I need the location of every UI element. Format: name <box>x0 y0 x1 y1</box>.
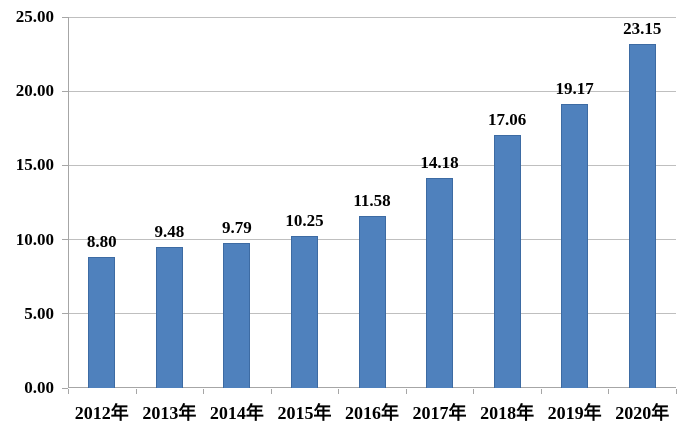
bar <box>358 216 386 388</box>
y-axis-label: 15.00 <box>15 155 54 175</box>
x-axis-label: 2014年 <box>209 403 264 423</box>
y-axis-label: 0.00 <box>24 378 54 397</box>
y-axis-tick <box>62 387 68 389</box>
bar <box>290 235 318 388</box>
bar <box>426 177 454 388</box>
y-axis-tick <box>62 164 68 166</box>
y-axis-label: 25.00 <box>15 7 54 26</box>
x-axis-label: 2020年 <box>615 403 670 423</box>
x-axis-label: 2018年 <box>480 403 535 423</box>
x-axis-tick <box>68 389 69 394</box>
x-axis-tick <box>405 389 407 394</box>
bar <box>628 44 656 388</box>
bar <box>493 134 521 388</box>
x-axis-tick <box>270 389 272 394</box>
bar-value-label: 9.79 <box>222 217 252 237</box>
bar <box>88 257 116 388</box>
bar <box>561 103 589 388</box>
bar-value-label: 8.80 <box>86 232 117 252</box>
x-axis-tick <box>338 389 340 394</box>
x-axis-tick <box>135 389 137 394</box>
x-axis-label: 2016年 <box>345 403 399 423</box>
x-axis-label: 2013年 <box>142 403 197 423</box>
x-axis-tick <box>608 389 610 394</box>
bar-value-label: 11.58 <box>353 191 391 211</box>
gridline <box>69 16 676 18</box>
y-axis-tick <box>62 239 68 241</box>
y-axis-label: 10.00 <box>15 229 54 249</box>
bar <box>223 242 251 388</box>
bar <box>155 247 183 388</box>
bar-value-label: 9.48 <box>154 222 185 242</box>
bar-value-label: 17.06 <box>487 109 527 129</box>
bar-value-label: 10.25 <box>285 210 324 230</box>
x-axis-tick <box>676 389 677 394</box>
y-axis-tick <box>62 16 68 18</box>
x-axis-label: 2019年 <box>547 403 602 423</box>
x-axis-tick <box>203 389 205 394</box>
bar-value-label: 23.15 <box>623 19 662 39</box>
y-axis-tick <box>62 90 68 92</box>
y-axis-label: 20.00 <box>15 81 54 101</box>
x-axis-tick <box>540 389 542 394</box>
x-axis-label: 2017年 <box>412 403 467 423</box>
x-axis-tick <box>473 389 475 394</box>
bar-value-label: 19.17 <box>555 78 594 98</box>
x-axis-label: 2012年 <box>74 403 129 423</box>
y-axis-label: 5.00 <box>24 303 54 323</box>
bar-value-label: 14.18 <box>420 152 459 172</box>
gridline <box>69 90 676 92</box>
x-axis-label: 2015年 <box>277 403 332 423</box>
y-axis-tick <box>62 313 68 315</box>
gridline <box>69 164 676 166</box>
